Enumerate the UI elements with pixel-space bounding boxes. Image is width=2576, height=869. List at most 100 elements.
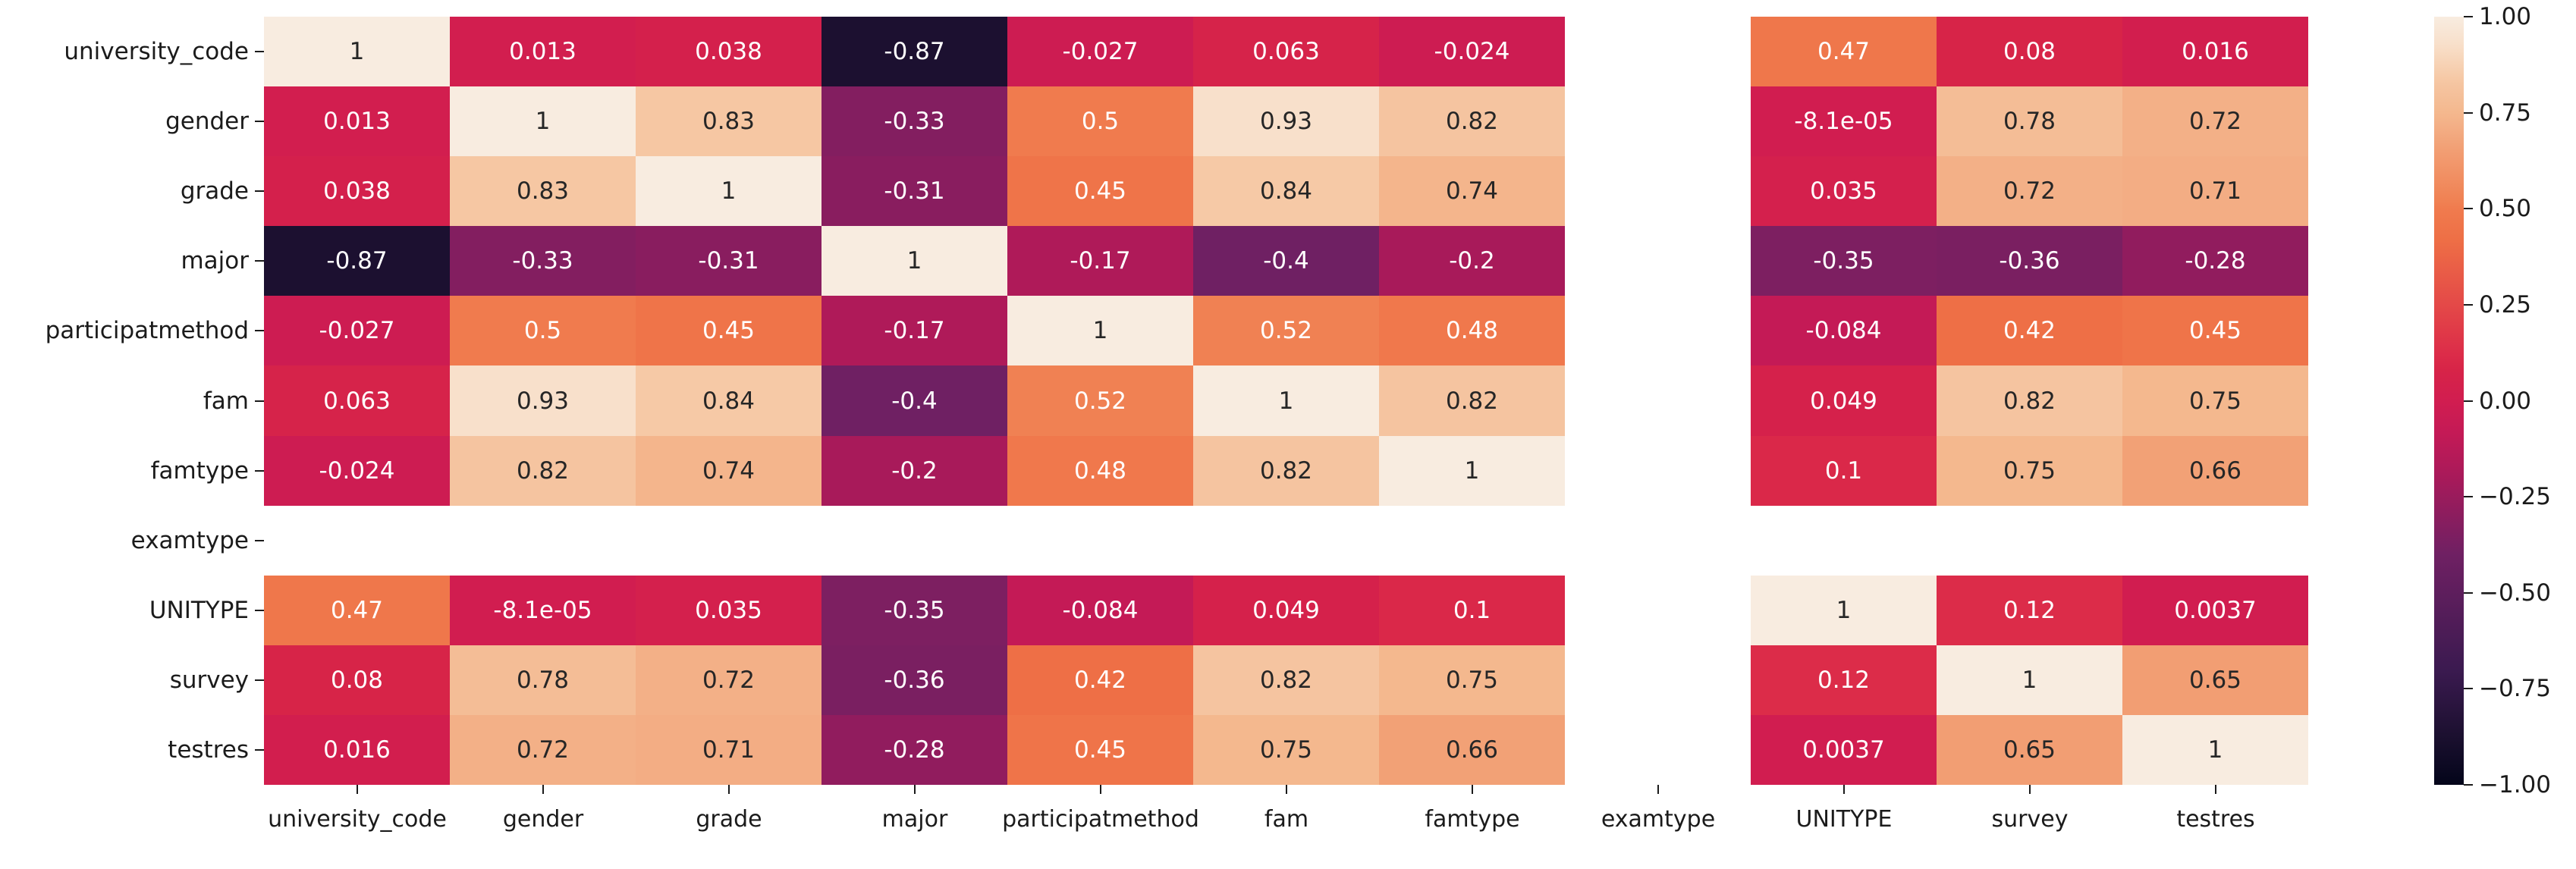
heatmap-cell: -0.36	[821, 645, 1007, 715]
heatmap-cell: 0.038	[636, 17, 821, 86]
cell-value: 0.78	[2003, 108, 2056, 135]
heatmap-cell: -0.17	[1007, 226, 1193, 296]
colorbar-tick-mark	[2464, 16, 2473, 17]
cell-value: 0.47	[330, 597, 384, 624]
cell-value: -8.1e-05	[1794, 108, 1893, 135]
heatmap-cell: -0.4	[821, 365, 1007, 436]
x-tick-mark	[1843, 785, 1845, 794]
cell-value: -0.36	[1999, 247, 2060, 275]
y-tick-label: gender	[165, 108, 249, 135]
cell-value: 0.45	[1073, 736, 1127, 764]
heatmap-cell: 0.47	[264, 576, 450, 645]
cell-value: 1	[1836, 597, 1852, 624]
cell-value: 0.72	[516, 736, 570, 764]
colorbar-tick-label: 0.25	[2479, 291, 2532, 318]
colorbar-tick-mark	[2464, 208, 2473, 209]
heatmap-cell: -0.17	[821, 296, 1007, 365]
cell-value: 0.72	[702, 667, 756, 694]
heatmap-cell: 0.5	[450, 296, 636, 365]
cell-value: 0.72	[2188, 108, 2242, 135]
heatmap-cell: 0.45	[1007, 156, 1193, 226]
heatmap-cell: -0.084	[1007, 576, 1193, 645]
heatmap-cell: -0.28	[2122, 226, 2308, 296]
heatmap-cell: 0.5	[1007, 86, 1193, 156]
cell-value: 0.45	[1073, 177, 1127, 205]
y-tick-mark	[255, 540, 264, 541]
cell-value: 0.013	[509, 38, 576, 65]
cell-value: 1	[906, 247, 922, 275]
y-tick-label: university_code	[64, 38, 249, 65]
x-tick-mark	[1100, 785, 1101, 794]
heatmap-cell: -0.31	[821, 156, 1007, 226]
cell-value: -0.024	[1434, 38, 1510, 65]
heatmap-cell: 0.42	[1937, 296, 2122, 365]
heatmap-cell: 0.83	[450, 156, 636, 226]
cell-value: 0.52	[1073, 387, 1127, 415]
x-tick-label: fam	[1264, 806, 1309, 833]
heatmap-cell: 1	[264, 17, 450, 86]
colorbar-tick-label: −0.50	[2479, 579, 2551, 607]
heatmap-cell: 0.038	[264, 156, 450, 226]
cell-value: 0.035	[1810, 177, 1877, 205]
heatmap-cell: -0.2	[1379, 226, 1565, 296]
cell-value: 0.45	[2188, 317, 2242, 344]
x-tick-mark	[2215, 785, 2216, 794]
cell-value: 1	[1464, 457, 1480, 485]
heatmap-cell: -0.35	[821, 576, 1007, 645]
x-tick-mark	[357, 785, 358, 794]
heatmap-cell: 0.72	[2122, 86, 2308, 156]
y-tick-label: examtype	[130, 527, 249, 554]
heatmap-cell: 0.71	[636, 715, 821, 785]
cell-value: -0.17	[1070, 247, 1131, 275]
colorbar-tick-mark	[2464, 688, 2473, 689]
colorbar-tick-mark	[2464, 304, 2473, 306]
cell-value: 0.013	[323, 108, 391, 135]
cell-value: -0.4	[1263, 247, 1309, 275]
heatmap-cell: 0.0037	[2122, 576, 2308, 645]
heatmap-cell: 0.82	[1379, 86, 1565, 156]
heatmap-cell: 0.45	[1007, 715, 1193, 785]
heatmap-cell: 0.016	[2122, 17, 2308, 86]
cell-value: 1	[349, 38, 365, 65]
cell-value: 0.83	[702, 108, 756, 135]
cell-value: 0.82	[1445, 387, 1499, 415]
cell-value: 0.0037	[2174, 597, 2257, 624]
heatmap-cell: 0.063	[1193, 17, 1379, 86]
y-tick-mark	[255, 260, 264, 262]
heatmap-cell: 0.74	[1379, 156, 1565, 226]
y-tick-label: grade	[180, 177, 249, 205]
heatmap-cell: 0.42	[1007, 645, 1193, 715]
colorbar-tick-label: 0.00	[2479, 387, 2532, 415]
heatmap-cell: 0.72	[1937, 156, 2122, 226]
heatmap-cell: 0.063	[264, 365, 450, 436]
cell-value: -0.28	[2185, 247, 2246, 275]
cell-value: 0.0037	[1802, 736, 1885, 764]
heatmap-cell: 0.08	[264, 645, 450, 715]
cell-value: 0.48	[1445, 317, 1499, 344]
y-tick-mark	[255, 470, 264, 472]
x-tick-label: UNITYPE	[1795, 806, 1893, 833]
cell-value: 1	[2207, 736, 2223, 764]
cell-value: 0.016	[2182, 38, 2249, 65]
cell-value: 0.48	[1073, 457, 1127, 485]
heatmap-cell: 0.45	[636, 296, 821, 365]
heatmap-cell: -0.35	[1751, 226, 1937, 296]
heatmap-cell: -0.4	[1193, 226, 1379, 296]
heatmap-cell: 0.049	[1193, 576, 1379, 645]
heatmap-cell: 0.75	[1193, 715, 1379, 785]
cell-value: -0.027	[1062, 38, 1139, 65]
heatmap-cell: 0.82	[450, 436, 636, 506]
cell-value: 0.82	[1259, 667, 1313, 694]
heatmap-cell: 0.48	[1007, 436, 1193, 506]
cell-value: 0.75	[2003, 457, 2056, 485]
cell-value: 0.72	[2003, 177, 2056, 205]
colorbar-tick-mark	[2464, 784, 2473, 786]
cell-value: -0.4	[891, 387, 938, 415]
cell-value: -0.31	[698, 247, 759, 275]
heatmap-cell: -8.1e-05	[450, 576, 636, 645]
x-tick-label: famtype	[1425, 806, 1520, 833]
cell-value: 0.049	[1252, 597, 1320, 624]
heatmap-cell: -8.1e-05	[1751, 86, 1937, 156]
heatmap-cell: 0.0037	[1751, 715, 1937, 785]
heatmap-cell: 0.52	[1007, 365, 1193, 436]
